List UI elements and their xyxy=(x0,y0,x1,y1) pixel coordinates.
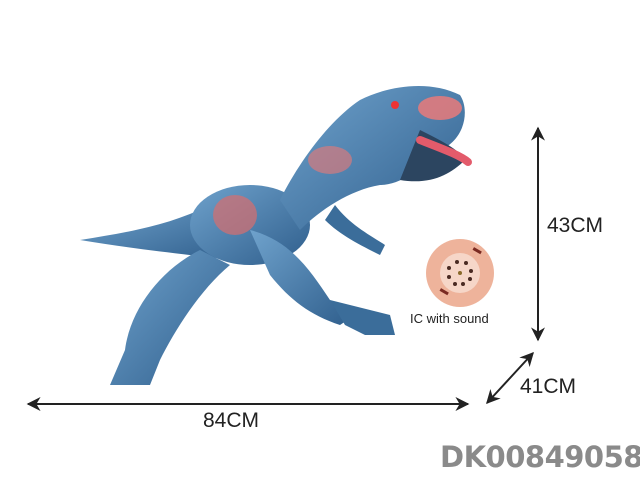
head-patch xyxy=(418,96,462,120)
dinosaur-figure xyxy=(80,85,472,385)
length-label: 84CM xyxy=(203,409,260,432)
height-label: 43CM xyxy=(547,214,604,237)
speaker-icon xyxy=(426,239,494,307)
speaker-caption: IC with sound xyxy=(410,311,489,326)
width-label: 41CM xyxy=(520,375,577,398)
width-arrow xyxy=(486,351,534,405)
product-code: DK00849058 xyxy=(440,440,640,474)
